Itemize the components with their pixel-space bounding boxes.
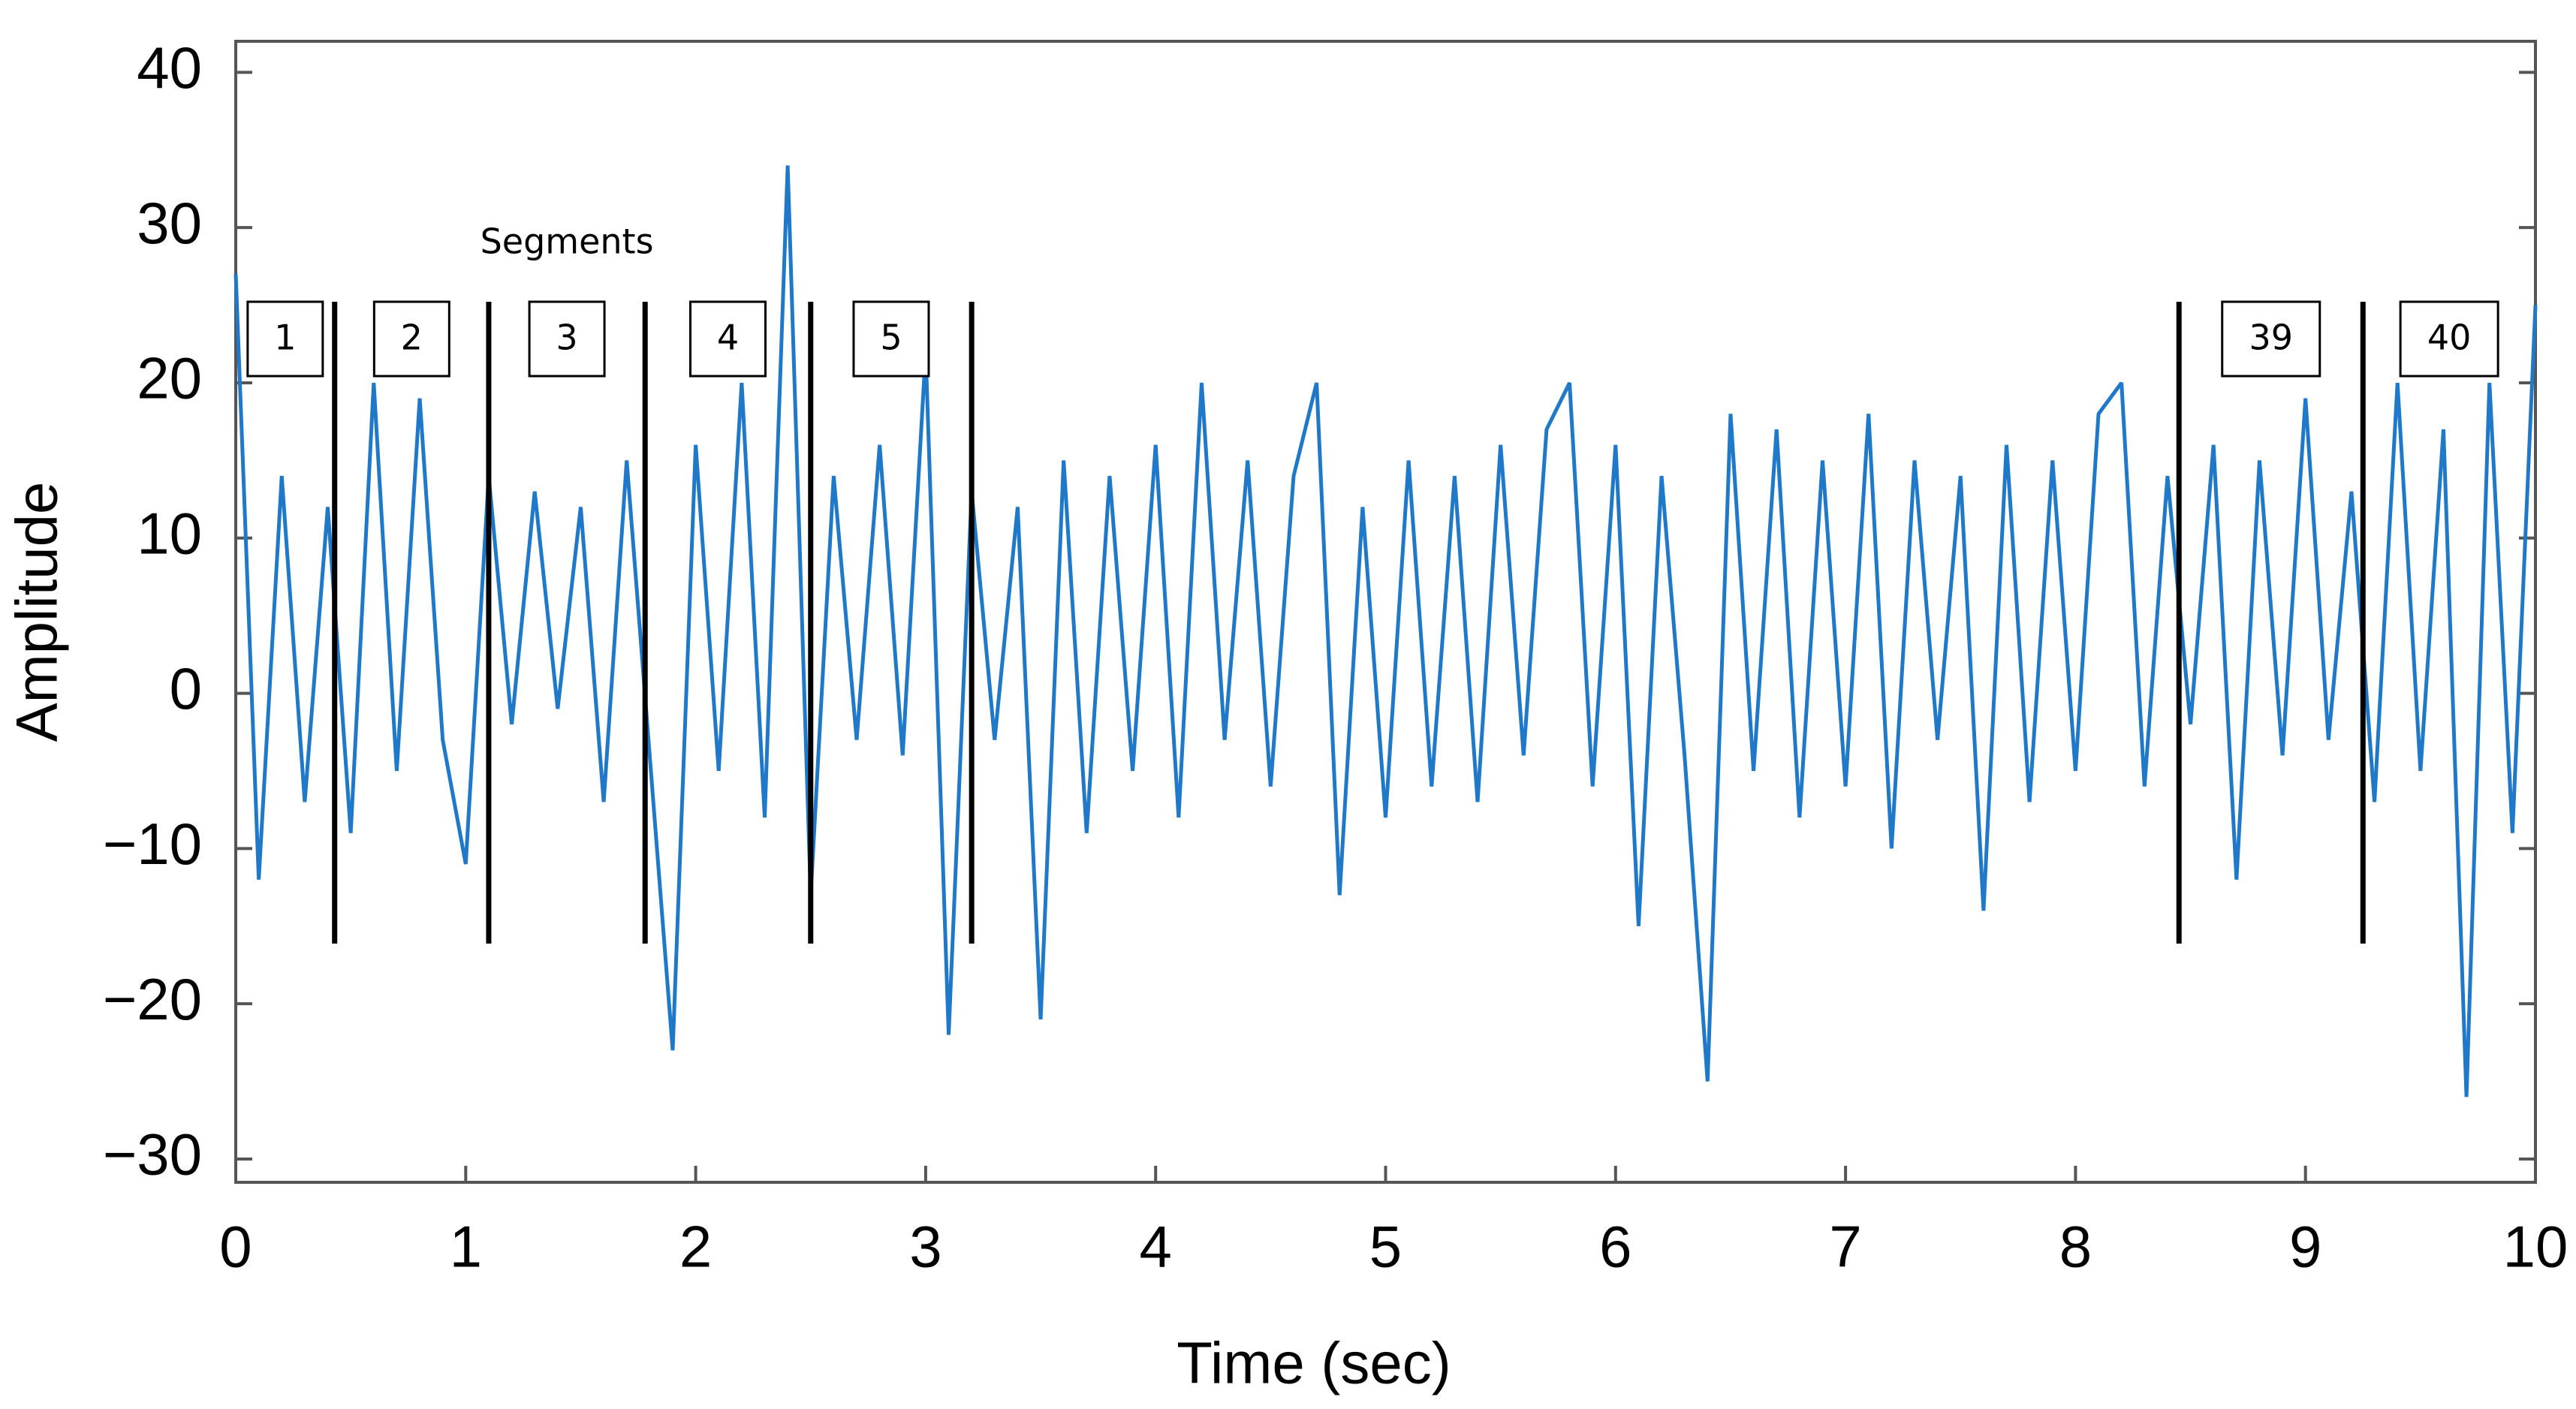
x-tick-label: 6 (1599, 1214, 1631, 1280)
segment-label: 4 (717, 318, 739, 358)
x-tick-label: 10 (2503, 1214, 2568, 1280)
y-tick-label: 30 (137, 190, 202, 256)
segment-box (372, 300, 450, 378)
plot-frame (234, 40, 2537, 1184)
x-tick-label: 2 (679, 1214, 712, 1280)
x-tick-label: 5 (1369, 1214, 1402, 1280)
x-tick-label: 3 (909, 1214, 942, 1280)
segment-label: 5 (880, 318, 902, 358)
segment-label: 39 (2249, 318, 2293, 358)
y-tick-label: −10 (103, 811, 202, 877)
x-tick-label: 7 (1829, 1214, 1861, 1280)
x-tick-label: 0 (219, 1214, 252, 1280)
x-tick-label: 8 (2059, 1214, 2092, 1280)
annotation: Segments (481, 221, 654, 262)
x-tick-label: 1 (450, 1214, 482, 1280)
segment-box (852, 300, 930, 378)
segment-label: 2 (401, 318, 423, 358)
y-tick-label: 40 (137, 35, 202, 101)
x-tick-label: 4 (1140, 1214, 1172, 1280)
y-tick-label: 10 (137, 500, 202, 566)
y-tick-label: 20 (137, 345, 202, 411)
y-axis-label: Amplitude (4, 482, 70, 742)
segment-box (2221, 300, 2321, 378)
y-tick-label: 0 (170, 655, 202, 721)
segment-box (528, 300, 606, 378)
x-tick-label: 9 (2289, 1214, 2321, 1280)
segment-label: 1 (274, 318, 296, 358)
signal-line (233, 165, 2538, 1097)
segment-box (246, 300, 324, 378)
y-tick-label: −30 (103, 1121, 202, 1188)
segment-label: 40 (2427, 318, 2472, 358)
x-axis-label: Time (sec) (1177, 1330, 1451, 1396)
segment-box (688, 300, 767, 378)
segment-label: 3 (556, 318, 577, 358)
y-tick-label: −20 (103, 966, 202, 1032)
segment-box (2399, 300, 2499, 378)
